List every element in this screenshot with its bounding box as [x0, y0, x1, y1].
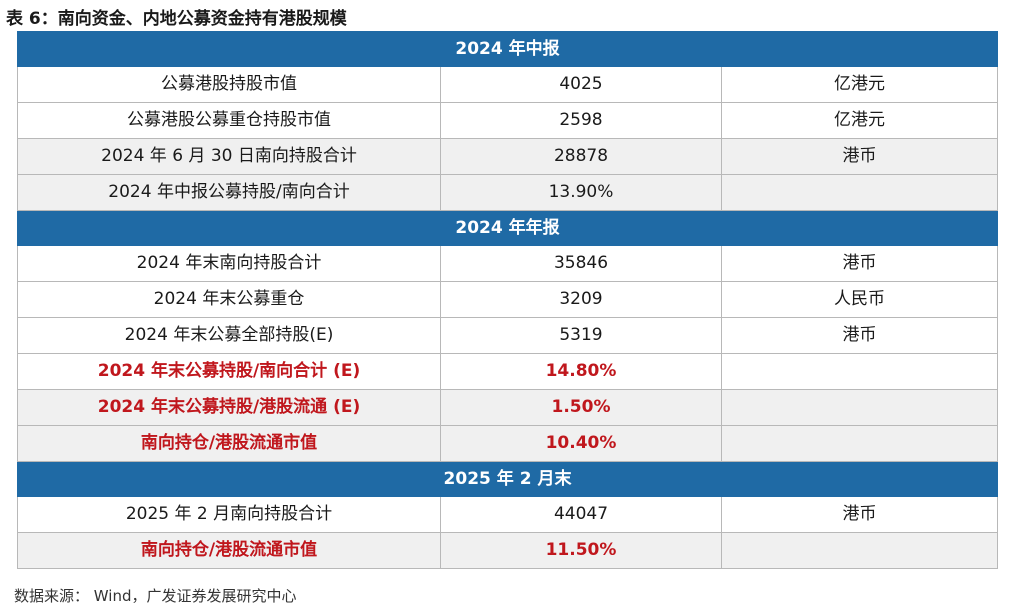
table-row: 2024 年 6 月 30 日南向持股合计 28878 港币 — [17, 138, 998, 175]
row-unit-cell: 港币 — [721, 496, 998, 533]
row-label-cell: 2025 年 2 月南向持股合计 — [17, 496, 441, 533]
row-unit-cell: 港币 — [721, 317, 998, 354]
row-label-cell: 南向持仓/港股流通市值 — [17, 425, 441, 462]
row-value-cell: 44047 — [440, 496, 722, 533]
table-row: 2024 年末公募重仓 3209 人民币 — [17, 281, 998, 318]
row-value-cell: 14.80% — [440, 353, 722, 390]
row-unit-cell: 港币 — [721, 138, 998, 175]
row-value-cell: 28878 — [440, 138, 722, 175]
row-unit-cell — [721, 532, 998, 569]
row-label-cell: 2024 年末南向持股合计 — [17, 245, 441, 282]
row-unit-cell: 亿港元 — [721, 102, 998, 139]
table-row: 2024 年末南向持股合计 35846 港币 — [17, 245, 998, 282]
row-unit-cell: 亿港元 — [721, 66, 998, 103]
section-header-row: 2024 年中报 — [17, 31, 998, 67]
row-label-cell: 2024 年 6 月 30 日南向持股合计 — [17, 138, 441, 175]
row-value-cell: 3209 — [440, 281, 722, 318]
section-header-label: 2024 年中报 — [17, 31, 998, 67]
section-header-row: 2025 年 2 月末 — [17, 461, 998, 497]
row-value-cell: 13.90% — [440, 174, 722, 211]
row-label-cell: 2024 年末公募持股/南向合计 (E) — [17, 353, 441, 390]
data-table: 2024 年中报 公募港股持股市值 4025 亿港元 公募港股公募重仓持股市值 2598 亿… — [17, 31, 998, 569]
table-row: 2024 年末公募持股/南向合计 (E) 14.80% — [17, 353, 998, 390]
section-header-label: 2024 年年报 — [17, 210, 998, 246]
row-unit-cell — [721, 353, 998, 390]
table-row: 2025 年 2 月南向持股合计 44047 港币 — [17, 496, 998, 533]
row-value-cell: 2598 — [440, 102, 722, 139]
table-row: 南向持仓/港股流通市值 10.40% — [17, 425, 998, 462]
row-unit-cell — [721, 174, 998, 211]
row-value-cell: 35846 — [440, 245, 722, 282]
section-header-row: 2024 年年报 — [17, 210, 998, 246]
row-label-cell: 公募港股公募重仓持股市值 — [17, 102, 441, 139]
row-value-cell: 11.50% — [440, 532, 722, 569]
table-row: 南向持仓/港股流通市值 11.50% — [17, 532, 998, 569]
section-header-label: 2025 年 2 月末 — [17, 461, 998, 497]
row-label-cell: 2024 年末公募重仓 — [17, 281, 441, 318]
table-row: 公募港股公募重仓持股市值 2598 亿港元 — [17, 102, 998, 139]
table-row: 2024 年末公募全部持股(E) 5319 港币 — [17, 317, 998, 354]
row-unit-cell: 人民币 — [721, 281, 998, 318]
row-label-cell: 2024 年中报公募持股/南向合计 — [17, 174, 441, 211]
row-value-cell: 1.50% — [440, 389, 722, 426]
row-unit-cell — [721, 425, 998, 462]
row-value-cell: 5319 — [440, 317, 722, 354]
row-value-cell: 10.40% — [440, 425, 722, 462]
table-row: 2024 年中报公募持股/南向合计 13.90% — [17, 174, 998, 211]
row-unit-cell: 港币 — [721, 245, 998, 282]
row-unit-cell — [721, 389, 998, 426]
row-label-cell: 南向持仓/港股流通市值 — [17, 532, 441, 569]
source-note: 数据来源： Wind，广发证券发展研究中心 — [14, 587, 297, 605]
table-title: 表 6：南向资金、内地公募资金持有港股规模 — [6, 9, 347, 29]
row-label-cell: 2024 年末公募持股/港股流通 (E) — [17, 389, 441, 426]
row-label-cell: 公募港股持股市值 — [17, 66, 441, 103]
table-row: 2024 年末公募持股/港股流通 (E) 1.50% — [17, 389, 998, 426]
table-row: 公募港股持股市值 4025 亿港元 — [17, 66, 998, 103]
row-label-cell: 2024 年末公募全部持股(E) — [17, 317, 441, 354]
table-body: 2024 年中报 公募港股持股市值 4025 亿港元 公募港股公募重仓持股市值 2598 亿… — [17, 31, 998, 569]
row-value-cell: 4025 — [440, 66, 722, 103]
